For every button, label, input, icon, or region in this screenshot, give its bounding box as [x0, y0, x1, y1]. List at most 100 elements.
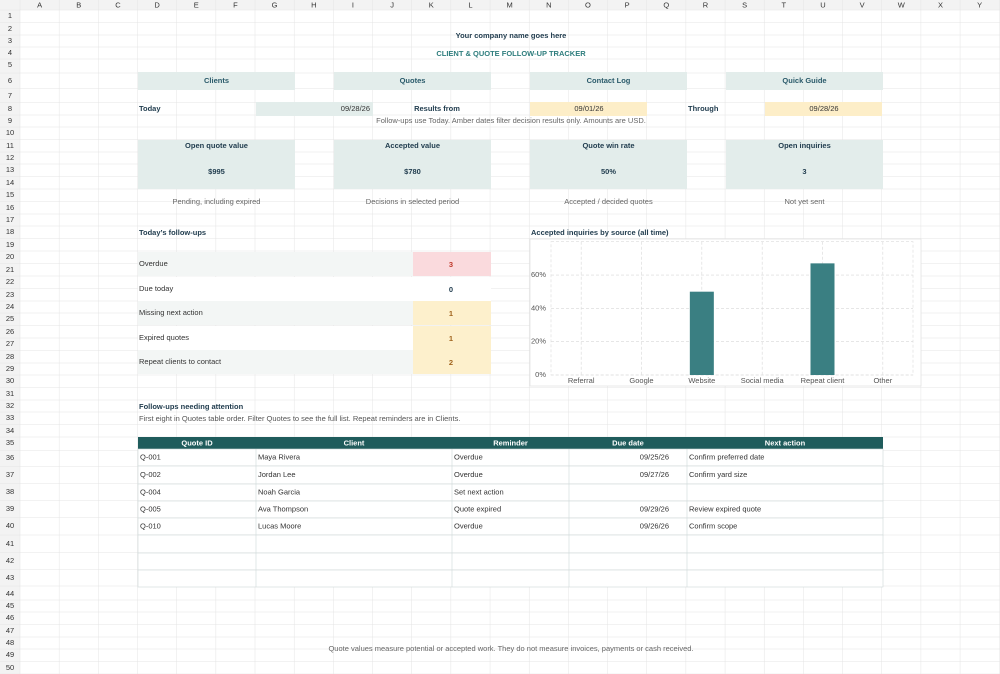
table-cell: Overdue — [454, 452, 483, 461]
column-letter: T — [782, 0, 787, 9]
nav-label: Contact Log — [587, 76, 631, 85]
x-tick-label: Social media — [741, 376, 785, 385]
row-number: 10 — [6, 128, 14, 137]
kpi-label: Open quote value — [185, 141, 248, 150]
nav-label: Quick Guide — [782, 76, 826, 85]
followup-label: Expired quotes — [139, 333, 189, 342]
column-letter: Y — [977, 0, 982, 9]
table-row — [137, 483, 884, 502]
column-letter: M — [507, 0, 513, 9]
column-header-bar — [0, 0, 1000, 10]
kpi-label: Quote win rate — [582, 141, 634, 150]
table-header-cell: Client — [344, 438, 365, 447]
table-header — [138, 437, 883, 449]
column-letter: X — [938, 0, 943, 9]
column-letter: L — [468, 0, 472, 9]
table-row — [137, 517, 884, 536]
row-number: 34 — [6, 426, 14, 435]
kpi-card — [334, 140, 491, 189]
row-number: 2 — [8, 24, 12, 33]
followup-count: 3 — [449, 260, 453, 269]
column-letter: W — [898, 0, 906, 9]
row-number: 49 — [6, 650, 14, 659]
table-cell: Lucas Moore — [258, 521, 301, 530]
kpi-card — [530, 140, 687, 189]
column-letter: A — [37, 0, 42, 9]
table-cell: Q-002 — [140, 470, 161, 479]
followup-row — [138, 326, 413, 350]
column-letter: N — [546, 0, 551, 9]
date-value: 09/28/26 — [809, 104, 838, 113]
row-number: 43 — [6, 573, 14, 582]
table-header-cell: Due date — [612, 438, 644, 447]
table-cell: Review expired quote — [689, 504, 761, 513]
row-number: 1 — [8, 11, 12, 20]
table-cell: Noah Garcia — [258, 487, 301, 496]
row-number: 40 — [6, 521, 14, 530]
column-letter: E — [194, 0, 199, 9]
table-cell: Confirm preferred date — [689, 452, 764, 461]
table-cell: 09/29/26 — [640, 504, 669, 513]
row-number: 35 — [6, 438, 14, 447]
nav-button[interactable] — [334, 72, 491, 90]
table-cell: Set next action — [454, 487, 504, 496]
row-number: 47 — [6, 626, 14, 635]
table-cell: Confirm yard size — [689, 470, 747, 479]
column-letter: K — [429, 0, 434, 9]
table-row — [137, 534, 884, 554]
table-cell: Overdue — [454, 521, 483, 530]
followup-row — [138, 301, 413, 325]
followup-label: Repeat clients to contact — [139, 357, 222, 366]
column-letter: C — [115, 0, 121, 9]
kpi-note: Pending, including expired — [173, 197, 261, 206]
nav-button[interactable] — [138, 72, 295, 90]
x-tick-label: Repeat client — [801, 376, 846, 385]
row-number: 46 — [6, 613, 14, 622]
x-tick-label: Referral — [568, 376, 595, 385]
table-cell: Quote expired — [454, 504, 501, 513]
dates-note: Follow-ups use Today. Amber dates filter… — [376, 116, 646, 125]
row-number: 15 — [6, 190, 14, 199]
nav-button[interactable] — [530, 72, 687, 90]
row-number: 29 — [6, 364, 14, 373]
kpi-value: 3 — [802, 167, 806, 176]
nav-button[interactable] — [726, 72, 883, 90]
row-number: 33 — [6, 413, 14, 422]
column-letter: J — [390, 0, 394, 9]
table-row — [137, 569, 884, 588]
chart-frame — [529, 238, 922, 387]
nav-label: Quotes — [400, 76, 426, 85]
row-number: 11 — [6, 141, 14, 150]
title: Your company name goes here — [456, 31, 567, 40]
table-cell: 09/27/26 — [640, 470, 669, 479]
column-letter: B — [76, 0, 81, 9]
column-letter: U — [820, 0, 825, 9]
row-number: 45 — [6, 601, 14, 610]
kpi-value: 50% — [601, 167, 616, 176]
row-number: 50 — [6, 663, 14, 672]
row-number: 20 — [6, 252, 14, 261]
table-cell: 09/26/26 — [640, 521, 669, 530]
row-number: 5 — [8, 60, 12, 69]
table-row — [137, 465, 884, 485]
bar — [689, 291, 714, 375]
followup-count: 1 — [449, 309, 453, 318]
column-letter: F — [233, 0, 238, 9]
section-title: Today’s follow-ups — [139, 228, 206, 237]
table-header-cell: Next action — [765, 438, 806, 447]
column-letter: H — [311, 0, 316, 9]
kpi-note: Decisions in selected period — [366, 197, 459, 206]
followup-row — [138, 277, 413, 301]
followup-count-cell — [413, 277, 491, 301]
column-letter: O — [585, 0, 591, 9]
followup-label: Missing next action — [139, 308, 203, 317]
column-letter: D — [154, 0, 160, 9]
table-cell: Q-001 — [140, 452, 161, 461]
row-number: 4 — [8, 48, 12, 57]
row-number: 9 — [8, 116, 12, 125]
kpi-value: $995 — [208, 167, 225, 176]
bar — [810, 263, 835, 375]
kpi-note: Not yet sent — [784, 197, 825, 206]
row-number: 22 — [6, 277, 14, 286]
table-cell: Jordan Lee — [258, 470, 296, 479]
